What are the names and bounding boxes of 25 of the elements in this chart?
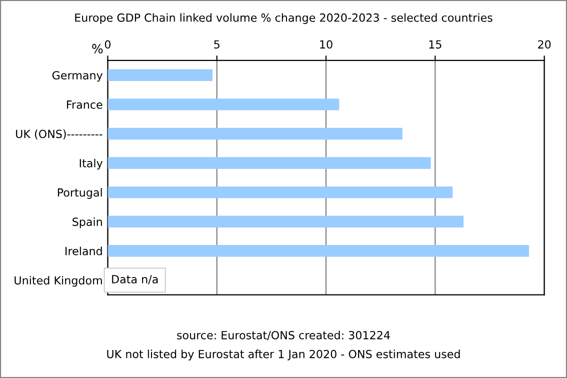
- x-tick-label: 20: [538, 40, 551, 49]
- bar: [108, 157, 431, 169]
- source-note: source: Eurostat/ONS created: 301224: [177, 330, 390, 340]
- y-tick-label: Ireland: [66, 246, 102, 256]
- y-tick-label: Spain: [72, 217, 102, 228]
- bar: [108, 245, 530, 257]
- chart-title: Europe GDP Chain linked volume % change 2020-2023 - selected countries: [75, 13, 492, 24]
- x-axis-title: %: [92, 44, 103, 54]
- bar: [108, 128, 402, 140]
- bar: [108, 69, 213, 81]
- bar: [108, 98, 340, 110]
- bar: [108, 216, 464, 228]
- y-tick-label: Germany: [52, 71, 103, 82]
- y-tick-label: France: [67, 100, 102, 109]
- text: UK not listed by Eurostat after 1 Jan 2020 - ONS estimates used: [107, 350, 460, 360]
- x-tick-label: 10: [320, 40, 332, 49]
- annotation: Data n/a: [112, 275, 158, 284]
- x-tick-label: 0: [104, 40, 111, 49]
- y-tick-label: UK (ONS)---------: [16, 130, 102, 140]
- x-tick-label: 15: [429, 40, 442, 49]
- y-tick-label: Italy: [80, 158, 103, 170]
- y-tick-label: Portugal: [58, 188, 102, 199]
- bar: [108, 186, 453, 198]
- x-tick-label: 5: [214, 40, 220, 49]
- y-tick-label: United Kingdom: [14, 276, 102, 287]
